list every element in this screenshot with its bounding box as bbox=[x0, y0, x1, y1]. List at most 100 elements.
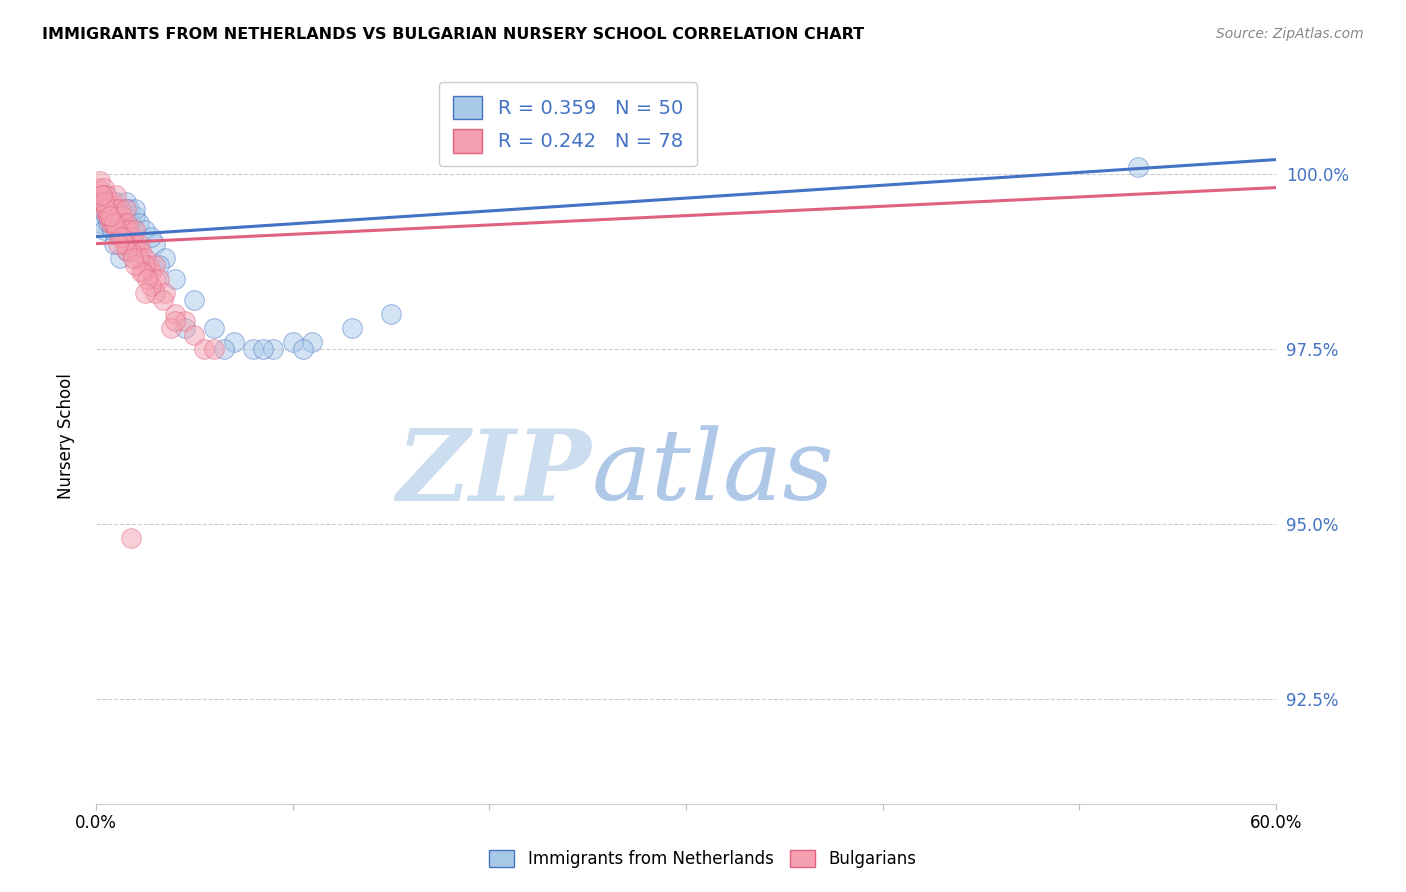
Point bbox=[120, 531, 142, 545]
Point bbox=[139, 229, 162, 244]
Point bbox=[120, 229, 142, 244]
Point bbox=[104, 216, 127, 230]
Point bbox=[107, 209, 129, 223]
Point bbox=[100, 202, 122, 216]
Point bbox=[90, 187, 112, 202]
Point bbox=[108, 202, 131, 216]
Point bbox=[134, 222, 156, 236]
Point bbox=[202, 320, 225, 334]
Point bbox=[124, 202, 146, 216]
Point bbox=[380, 307, 402, 321]
Point bbox=[252, 342, 274, 356]
Point bbox=[103, 216, 125, 230]
Point bbox=[117, 216, 139, 230]
Point bbox=[143, 236, 166, 251]
Point bbox=[153, 285, 176, 300]
Point bbox=[100, 209, 122, 223]
Point bbox=[107, 236, 129, 251]
Point bbox=[98, 202, 121, 216]
Point bbox=[118, 222, 141, 236]
Point bbox=[108, 251, 131, 265]
Y-axis label: Nursery School: Nursery School bbox=[58, 374, 75, 500]
Point bbox=[132, 265, 155, 279]
Point bbox=[103, 216, 125, 230]
Point bbox=[98, 209, 121, 223]
Point bbox=[104, 222, 127, 236]
Point bbox=[139, 278, 162, 293]
Point bbox=[138, 258, 160, 272]
Point bbox=[143, 271, 166, 285]
Legend: Immigrants from Netherlands, Bulgarians: Immigrants from Netherlands, Bulgarians bbox=[482, 843, 924, 875]
Point bbox=[128, 236, 150, 251]
Point bbox=[118, 202, 141, 216]
Point bbox=[124, 258, 146, 272]
Point bbox=[94, 187, 117, 202]
Point bbox=[114, 236, 136, 251]
Point bbox=[98, 209, 121, 223]
Point bbox=[108, 216, 131, 230]
Text: IMMIGRANTS FROM NETHERLANDS VS BULGARIAN NURSERY SCHOOL CORRELATION CHART: IMMIGRANTS FROM NETHERLANDS VS BULGARIAN… bbox=[42, 27, 865, 42]
Point bbox=[148, 271, 170, 285]
Point bbox=[89, 173, 111, 187]
Point bbox=[153, 251, 176, 265]
Point bbox=[87, 180, 110, 194]
Point bbox=[127, 244, 149, 258]
Point bbox=[112, 236, 135, 251]
Point bbox=[124, 209, 146, 223]
Point bbox=[107, 222, 129, 236]
Point bbox=[143, 258, 166, 272]
Point bbox=[90, 202, 112, 216]
Point bbox=[193, 342, 215, 356]
Point bbox=[89, 194, 111, 209]
Point bbox=[291, 342, 314, 356]
Point bbox=[98, 216, 121, 230]
Point bbox=[183, 327, 205, 342]
Point bbox=[94, 209, 117, 223]
Text: Source: ZipAtlas.com: Source: ZipAtlas.com bbox=[1216, 27, 1364, 41]
Point bbox=[93, 222, 115, 236]
Point bbox=[163, 314, 186, 328]
Point bbox=[97, 194, 120, 209]
Point bbox=[136, 271, 159, 285]
Point bbox=[129, 265, 152, 279]
Point bbox=[97, 216, 120, 230]
Point bbox=[93, 194, 115, 209]
Point bbox=[108, 229, 131, 244]
Point bbox=[104, 209, 127, 223]
Point bbox=[163, 271, 186, 285]
Point bbox=[128, 251, 150, 265]
Point bbox=[100, 222, 122, 236]
Point bbox=[163, 307, 186, 321]
Point bbox=[90, 187, 112, 202]
Point bbox=[122, 236, 145, 251]
Point bbox=[340, 320, 363, 334]
Point bbox=[114, 194, 136, 209]
Point bbox=[103, 236, 125, 251]
Point bbox=[114, 222, 136, 236]
Point bbox=[112, 216, 135, 230]
Legend: R = 0.359   N = 50, R = 0.242   N = 78: R = 0.359 N = 50, R = 0.242 N = 78 bbox=[440, 82, 696, 166]
Point bbox=[134, 258, 156, 272]
Point bbox=[97, 209, 120, 223]
Point bbox=[173, 314, 195, 328]
Point bbox=[110, 202, 132, 216]
Point bbox=[222, 334, 245, 349]
Point bbox=[100, 216, 122, 230]
Point bbox=[114, 202, 136, 216]
Point bbox=[281, 334, 304, 349]
Point bbox=[117, 209, 139, 223]
Point bbox=[94, 187, 117, 202]
Point bbox=[94, 202, 117, 216]
Point bbox=[120, 216, 142, 230]
Text: ZIP: ZIP bbox=[396, 425, 592, 521]
Point bbox=[159, 320, 181, 334]
Point bbox=[94, 202, 117, 216]
Point bbox=[128, 216, 150, 230]
Point bbox=[97, 209, 120, 223]
Point bbox=[103, 202, 125, 216]
Point bbox=[148, 258, 170, 272]
Point bbox=[122, 251, 145, 265]
Point bbox=[93, 194, 115, 209]
Point bbox=[134, 251, 156, 265]
Point bbox=[110, 229, 132, 244]
